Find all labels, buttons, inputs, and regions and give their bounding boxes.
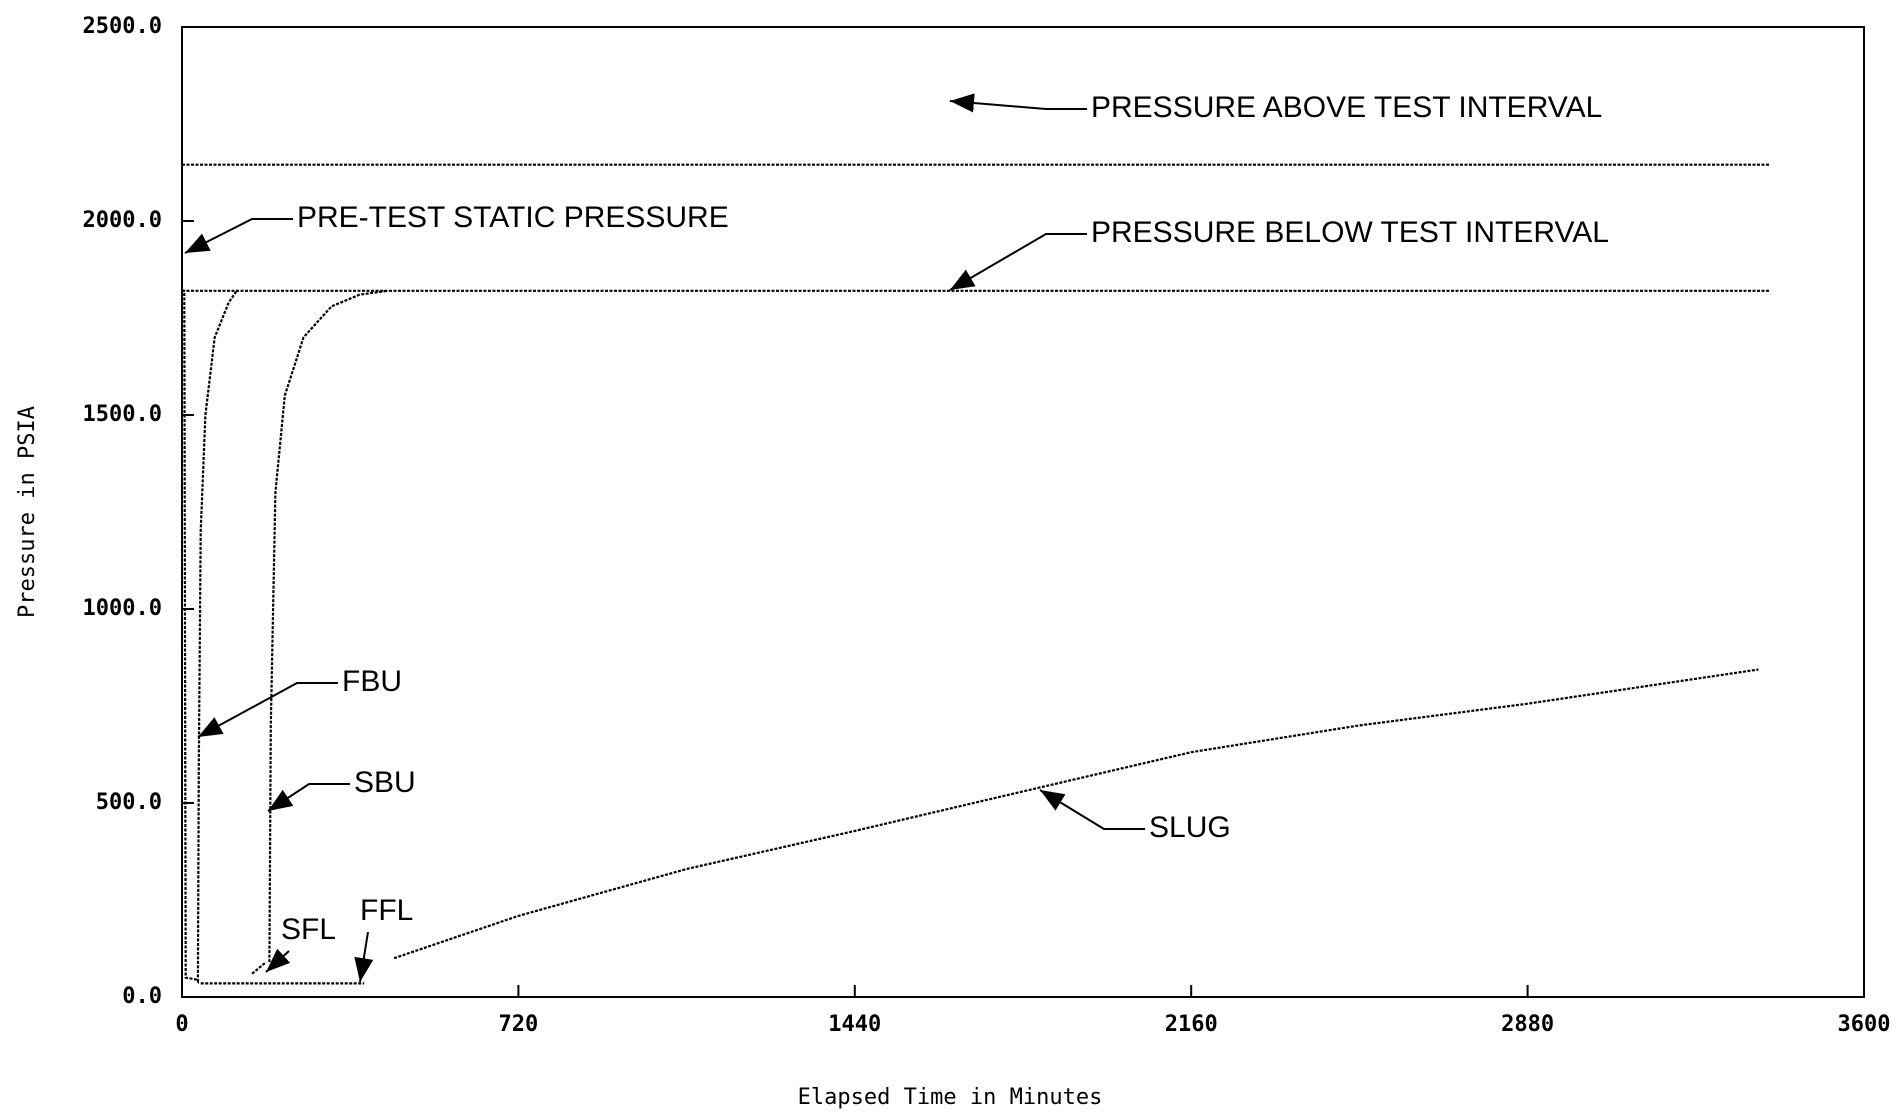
y-tick-label: 0.0 [122,984,162,1009]
annotation-arrow [267,783,350,812]
x-tick-label: 2160 [1165,1012,1218,1037]
y-tick-label: 500.0 [96,790,162,815]
annotation: SLUG [1149,811,1231,844]
y-tick-label: 2500.0 [83,14,162,39]
annotation: FFL [360,894,413,927]
annotation: PRESSURE BELOW TEST INTERVAL [1091,216,1609,249]
y-tick-label: 1000.0 [83,596,162,621]
y-axis-label: Pressure in PSIA [15,406,40,618]
x-tick-label: 1440 [828,1012,881,1037]
annotation-arrow [1039,789,1145,830]
annotation-arrow [265,948,291,973]
x-tick-label: 3600 [1838,1012,1891,1037]
annotation-arrow [354,931,374,983]
annotation: FBU [342,665,402,698]
x-tick-label: 2880 [1501,1012,1554,1037]
x-tick-label: 720 [499,1012,539,1037]
x-tick-label: 0 [175,1012,188,1037]
series-line [182,289,388,985]
annotation-arrow [949,233,1087,291]
annotation-arrow [184,218,293,254]
y-tick-label: 1500.0 [83,402,162,427]
annotation: PRE-TEST STATIC PRESSURE [297,201,729,234]
y-tick-label: 2000.0 [83,208,162,233]
x-axis-label: Elapsed Time in Minutes [798,1085,1103,1110]
annotation: SFL [281,913,336,946]
plot-frame [181,26,1865,998]
annotation: SBU [354,766,416,799]
annotation-arrow [949,93,1087,113]
annotation: PRESSURE ABOVE TEST INTERVAL [1091,91,1602,124]
annotation-arrow [197,682,338,738]
series-line [393,668,1759,960]
